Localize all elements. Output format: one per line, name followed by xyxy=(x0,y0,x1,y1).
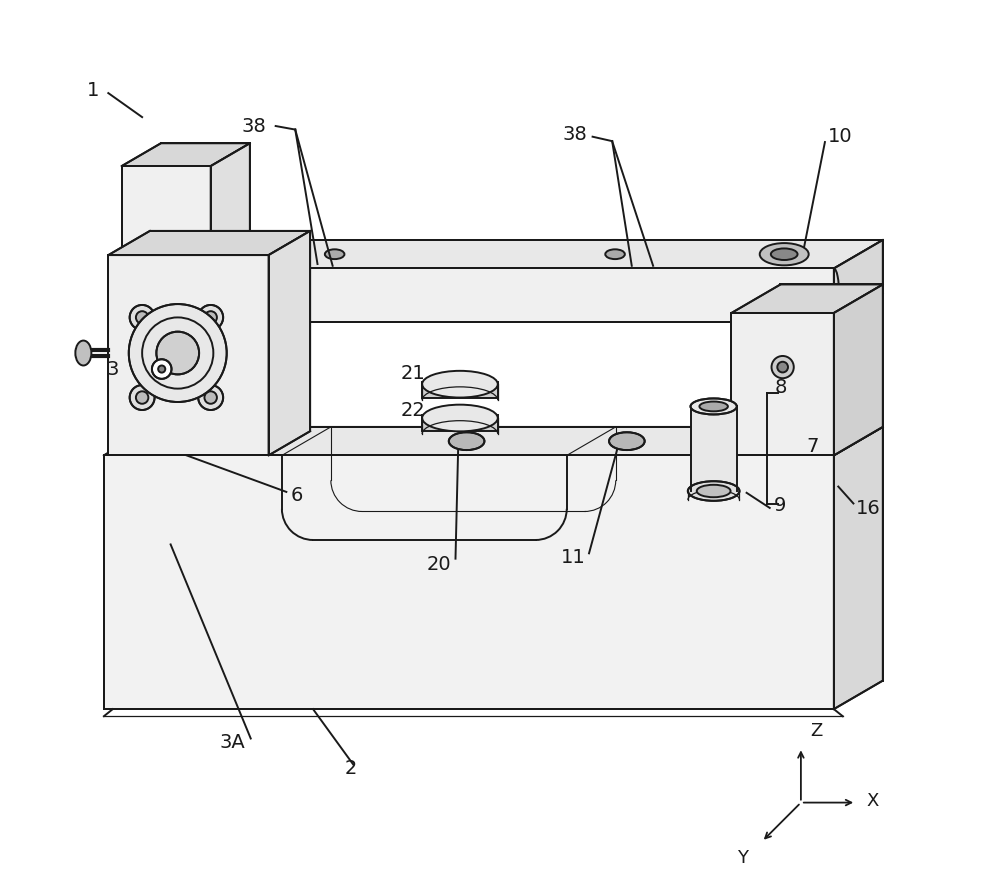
Polygon shape xyxy=(211,143,250,326)
Ellipse shape xyxy=(136,311,148,323)
Ellipse shape xyxy=(760,243,809,265)
Polygon shape xyxy=(108,255,269,455)
Polygon shape xyxy=(422,381,498,397)
Text: Y: Y xyxy=(737,848,748,867)
Ellipse shape xyxy=(422,405,498,431)
Ellipse shape xyxy=(129,304,227,402)
Polygon shape xyxy=(269,231,310,455)
Text: 1: 1 xyxy=(87,81,99,100)
Text: 16: 16 xyxy=(856,499,881,518)
Polygon shape xyxy=(104,427,883,455)
Ellipse shape xyxy=(697,485,731,497)
Text: 7: 7 xyxy=(806,437,819,456)
Ellipse shape xyxy=(198,305,223,330)
Polygon shape xyxy=(731,313,834,455)
Ellipse shape xyxy=(691,398,737,414)
Polygon shape xyxy=(691,406,737,491)
Text: 11: 11 xyxy=(561,548,585,567)
Ellipse shape xyxy=(136,391,148,404)
Text: 21: 21 xyxy=(400,364,425,383)
Text: 10: 10 xyxy=(828,127,852,146)
Polygon shape xyxy=(104,455,834,709)
Polygon shape xyxy=(422,415,498,431)
Ellipse shape xyxy=(152,359,172,379)
Text: 9: 9 xyxy=(774,496,787,514)
Text: 20: 20 xyxy=(427,555,452,573)
Polygon shape xyxy=(122,166,211,326)
Text: 8: 8 xyxy=(774,379,787,397)
Ellipse shape xyxy=(771,248,798,260)
Ellipse shape xyxy=(75,340,91,365)
Ellipse shape xyxy=(130,385,155,410)
Ellipse shape xyxy=(422,371,498,397)
Polygon shape xyxy=(122,143,250,166)
Text: 3: 3 xyxy=(107,361,119,380)
Polygon shape xyxy=(731,285,883,313)
Text: 2: 2 xyxy=(344,759,357,779)
Text: 3A: 3A xyxy=(220,732,245,752)
Text: Z: Z xyxy=(810,722,822,740)
Text: X: X xyxy=(867,792,879,810)
Ellipse shape xyxy=(204,311,217,323)
Polygon shape xyxy=(834,240,883,321)
Ellipse shape xyxy=(609,432,645,450)
Ellipse shape xyxy=(156,331,199,374)
Polygon shape xyxy=(193,269,834,321)
Ellipse shape xyxy=(198,385,223,410)
Ellipse shape xyxy=(204,391,217,404)
Ellipse shape xyxy=(130,305,155,330)
Text: 6: 6 xyxy=(291,486,303,505)
Ellipse shape xyxy=(772,356,794,379)
Ellipse shape xyxy=(688,481,739,501)
Ellipse shape xyxy=(699,402,728,412)
Ellipse shape xyxy=(605,249,625,259)
Text: 22: 22 xyxy=(400,401,425,421)
Ellipse shape xyxy=(777,362,788,372)
Polygon shape xyxy=(834,285,883,455)
Ellipse shape xyxy=(325,249,344,259)
Polygon shape xyxy=(108,231,310,255)
Polygon shape xyxy=(834,427,883,709)
Text: 38: 38 xyxy=(242,116,267,136)
Ellipse shape xyxy=(158,365,165,372)
Ellipse shape xyxy=(449,432,484,450)
Polygon shape xyxy=(193,240,883,269)
Text: 38: 38 xyxy=(562,125,587,145)
